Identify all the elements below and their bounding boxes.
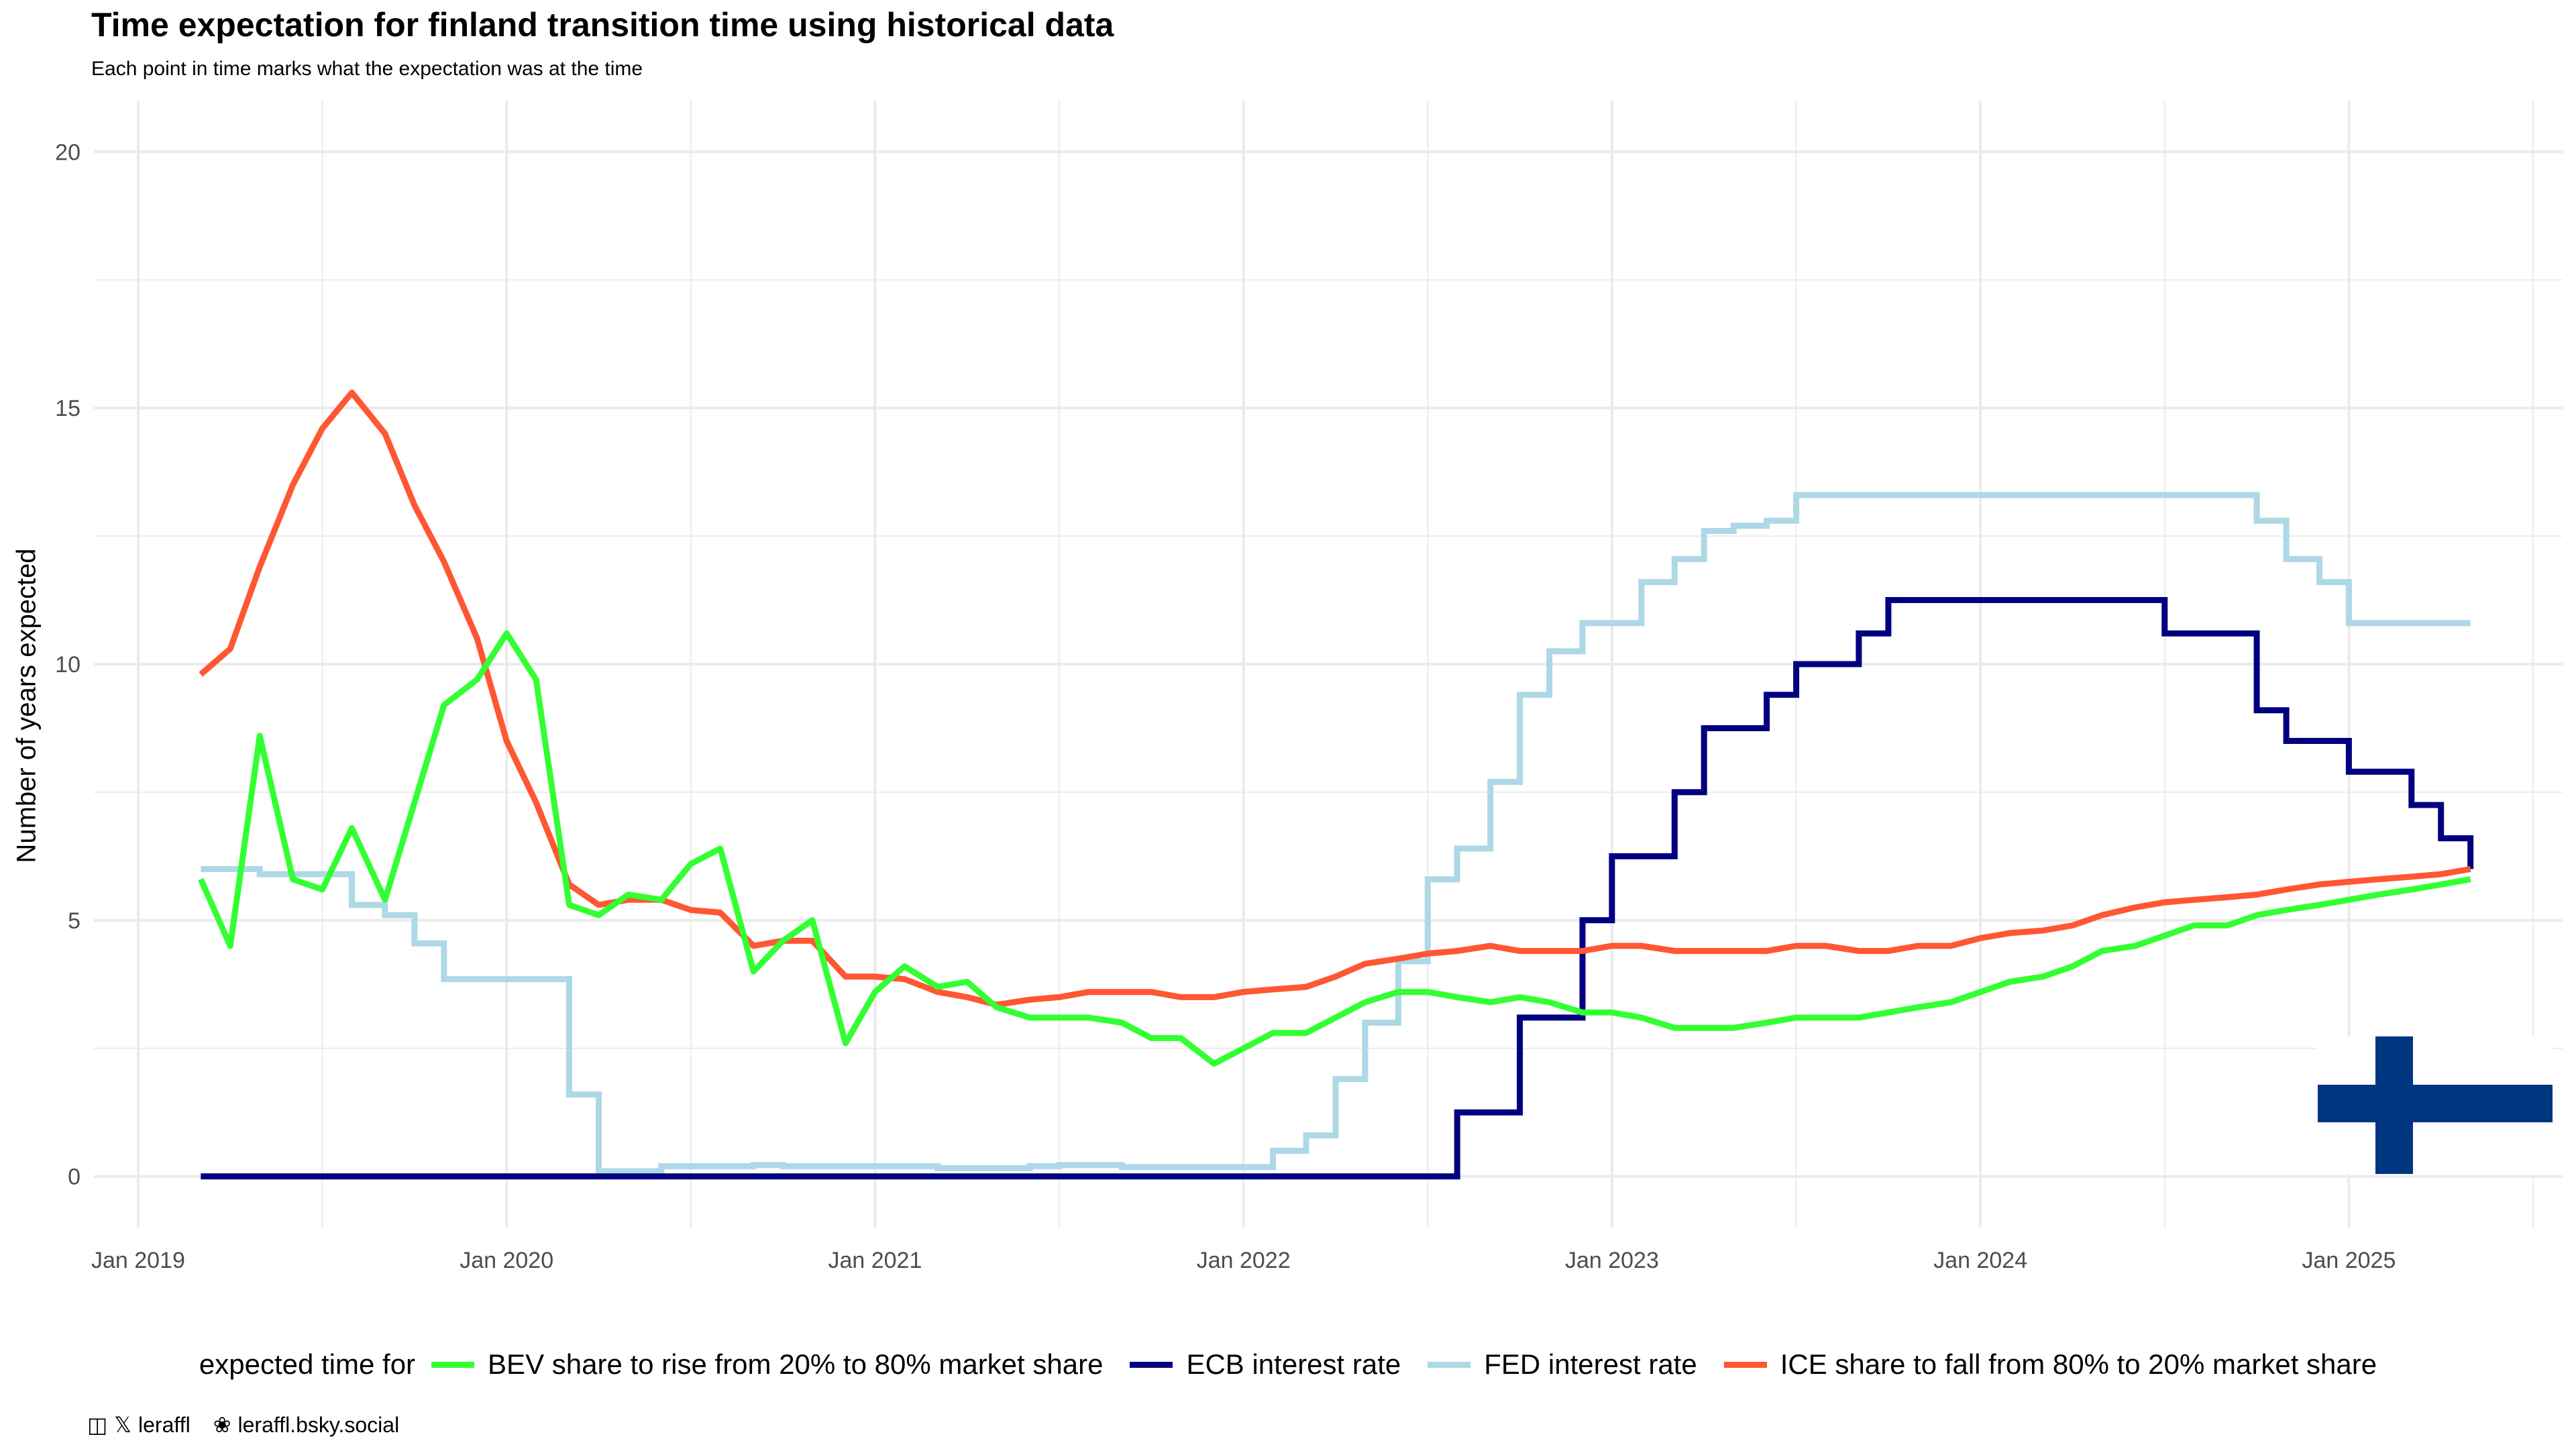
y-tick-label: 20 [55,140,80,165]
mastodon-icon: ◫ [87,1413,108,1437]
legend-label-fed: FED interest rate [1484,1348,1697,1380]
series-line-ice [199,389,2471,1008]
tick-label-layer: Jan 2019 Jan 2020 Jan 2021 Jan 2022 Jan 2023… [55,140,2396,1273]
footer-credits: ◫ 𝕏 leraffl ❀ leraffl.bsky.social [87,1412,422,1438]
x-tick-label: Jan 2025 [2302,1248,2396,1273]
line-chart: Jan 2019 Jan 2020 Jan 2021 Jan 2022 Jan 2023… [55,101,2563,1273]
series-layer [198,389,2474,1180]
legend-item-ecb: ECB interest rate [1130,1348,1401,1381]
legend-swatch-bev [431,1361,475,1368]
legend-title: expected time for [199,1348,416,1380]
legend-swatch-ice [1723,1361,1767,1368]
flag-cross-horizontal [2318,1085,2553,1122]
footer-handle: leraffl [138,1412,191,1437]
x-tick-label: Jan 2022 [1197,1248,1291,1273]
x-tick-label: Jan 2021 [828,1248,922,1273]
legend-label-ice: ICE share to fall from 80% to 20% market… [1780,1348,2377,1380]
legend-label-bev: BEV share to rise from 20% to 80% market… [488,1348,1104,1380]
y-tick-label: 5 [68,908,80,934]
butterfly-icon: ❀ [213,1413,231,1437]
chart-title: Time expectation for finland transition … [91,6,1114,44]
y-tick-label: 15 [55,396,80,421]
y-tick-label: 0 [68,1165,80,1190]
legend-swatch-ecb [1130,1361,1173,1368]
x-tick-label: Jan 2020 [460,1248,553,1273]
series-line-fed [201,492,2471,1175]
legend: expected time for BEV share to rise from… [0,1348,2576,1381]
x-icon: 𝕏 [114,1413,132,1437]
x-tick-label: Jan 2023 [1565,1248,1659,1273]
flag-cross-vertical [2375,1036,2413,1174]
legend-label-ecb: ECB interest rate [1186,1348,1401,1380]
x-tick-label: Jan 2019 [91,1248,185,1273]
chart-subtitle: Each point in time marks what the expect… [91,58,643,80]
y-tick-label: 10 [55,652,80,678]
footer-bsky: leraffl.bsky.social [237,1412,400,1437]
legend-item-bev: BEV share to rise from 20% to 80% market… [431,1348,1103,1381]
series-line-bev [198,630,2471,1067]
grid-layer [94,101,2563,1228]
legend-item-ice: ICE share to fall from 80% to 20% market… [1723,1348,2377,1381]
legend-swatch-fed [1428,1361,1471,1368]
finland-flag [2318,1036,2553,1174]
x-tick-label: Jan 2024 [1933,1248,2027,1273]
legend-item-fed: FED interest rate [1428,1348,1697,1381]
